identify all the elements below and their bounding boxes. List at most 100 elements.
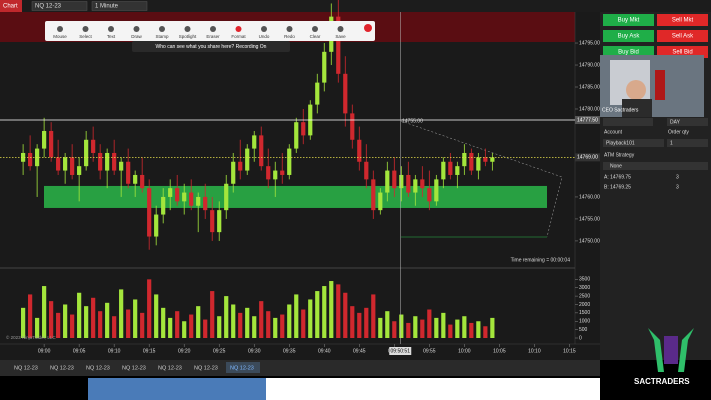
account-box[interactable] <box>603 139 664 147</box>
notice-bg <box>132 41 290 52</box>
volume-bar <box>98 311 103 338</box>
copyright: © 2023 NinjaTrader, LLC <box>6 334 56 340</box>
x-tick-label: 10:05 <box>493 348 506 354</box>
tab[interactable] <box>82 362 116 373</box>
account-label: Account <box>604 129 623 135</box>
candle-body <box>161 196 166 215</box>
y-tick-label: 14760.00 <box>579 194 600 200</box>
toolbar-label: Spotlight <box>179 34 197 39</box>
toolbar-label: Mouse <box>53 34 67 39</box>
volume-bar <box>301 309 306 338</box>
notice: Who can see what you share here? Recordi… <box>156 44 267 50</box>
qty-label: Order qty <box>668 129 689 135</box>
qty-box[interactable] <box>667 139 708 147</box>
volume-bar <box>280 314 285 338</box>
tab-label: NQ 12-23 <box>158 365 182 371</box>
candle-body <box>490 157 495 162</box>
candle-body <box>315 82 320 105</box>
atm-label: ATM Strategy <box>604 152 635 158</box>
volume-bar <box>252 316 257 338</box>
candle-body <box>455 166 460 175</box>
interval-select[interactable] <box>91 1 148 11</box>
volume-bar <box>266 311 271 338</box>
volume-bar <box>385 311 390 338</box>
volume-bar <box>238 312 243 338</box>
x-tick-label: 09:05 <box>73 348 86 354</box>
candle-body <box>84 139 89 167</box>
sell-button[interactable] <box>657 14 708 26</box>
volume-bar <box>259 301 264 338</box>
toolbar-icon[interactable] <box>82 26 89 32</box>
volume-bar <box>469 322 474 338</box>
volume-bar <box>35 317 40 338</box>
volume-bar <box>189 314 194 338</box>
candle-body <box>420 179 425 189</box>
buy-button[interactable] <box>603 14 654 26</box>
zoom-toolbar: Mouse Select Text Draw Stamp Spotlight Eraser F… <box>45 21 375 52</box>
toolbar-icon[interactable] <box>312 26 318 32</box>
volume-bar <box>70 314 75 338</box>
toolbar-icon[interactable] <box>184 26 191 32</box>
toolbar-icon[interactable] <box>337 26 344 32</box>
button-label: Sell Bid <box>672 50 692 56</box>
volume-bar <box>357 312 362 338</box>
volume-bar <box>182 321 187 338</box>
volume-bar <box>420 319 425 338</box>
instrument-select[interactable] <box>31 1 88 11</box>
x-tick-label: 09:30 <box>248 348 261 354</box>
volume-bar <box>154 294 159 338</box>
bid: B: 14769.25 <box>604 184 631 190</box>
logo-shape <box>648 328 664 372</box>
candle-body <box>203 196 208 211</box>
toolbar-icon[interactable] <box>108 26 114 32</box>
candle-body <box>140 174 145 189</box>
volume-bar <box>336 284 341 338</box>
candle-body <box>63 157 68 171</box>
candle-body <box>448 161 453 175</box>
toolbar-label: Redo <box>284 34 295 39</box>
tab[interactable] <box>226 362 260 373</box>
v-tick-label: 0 <box>579 335 582 341</box>
buy-button[interactable] <box>603 30 654 42</box>
chart-tab[interactable] <box>0 0 22 12</box>
candle-body <box>28 152 33 167</box>
toolbar-icon[interactable] <box>210 26 216 32</box>
toolbar-icon[interactable] <box>261 26 267 32</box>
close-share[interactable] <box>364 24 372 32</box>
toolbar-icon[interactable] <box>133 26 140 32</box>
volume-bar <box>126 309 131 338</box>
tab[interactable] <box>10 362 44 373</box>
candle-body <box>301 122 306 136</box>
tab[interactable] <box>46 362 80 373</box>
webcam-face <box>626 80 646 100</box>
candle-body <box>399 174 404 189</box>
sell-button[interactable] <box>657 30 708 42</box>
candle-body <box>147 188 152 237</box>
tab[interactable] <box>190 362 224 373</box>
tif-box[interactable] <box>667 118 708 126</box>
volume-bar <box>140 312 145 338</box>
toolbar-icon[interactable] <box>235 26 242 32</box>
toolbar-icon[interactable] <box>159 26 165 32</box>
tab[interactable] <box>154 362 188 373</box>
volume-bar <box>175 311 180 338</box>
toolbar-icon[interactable] <box>57 26 63 32</box>
candle-body <box>252 135 257 149</box>
logo-shape <box>664 336 678 364</box>
candle-body <box>287 148 292 175</box>
button-label: Buy Bid <box>618 50 639 56</box>
toolbar-icon[interactable] <box>286 26 293 32</box>
x-tick-label: 10:15 <box>563 348 576 354</box>
toolbar-bg <box>45 21 375 41</box>
candle-body <box>434 179 439 202</box>
volume-bar <box>42 286 47 338</box>
volume-bar <box>476 321 481 338</box>
toolbar-items: Mouse Select Text Draw Stamp Spotlight Eraser F… <box>53 26 346 39</box>
candle-body <box>245 148 250 171</box>
atm-box[interactable] <box>603 162 708 170</box>
tab[interactable] <box>118 362 152 373</box>
logo-shape <box>678 328 694 372</box>
volume-bar <box>371 294 376 338</box>
candle-body <box>462 152 467 167</box>
volume-bar <box>231 304 236 338</box>
